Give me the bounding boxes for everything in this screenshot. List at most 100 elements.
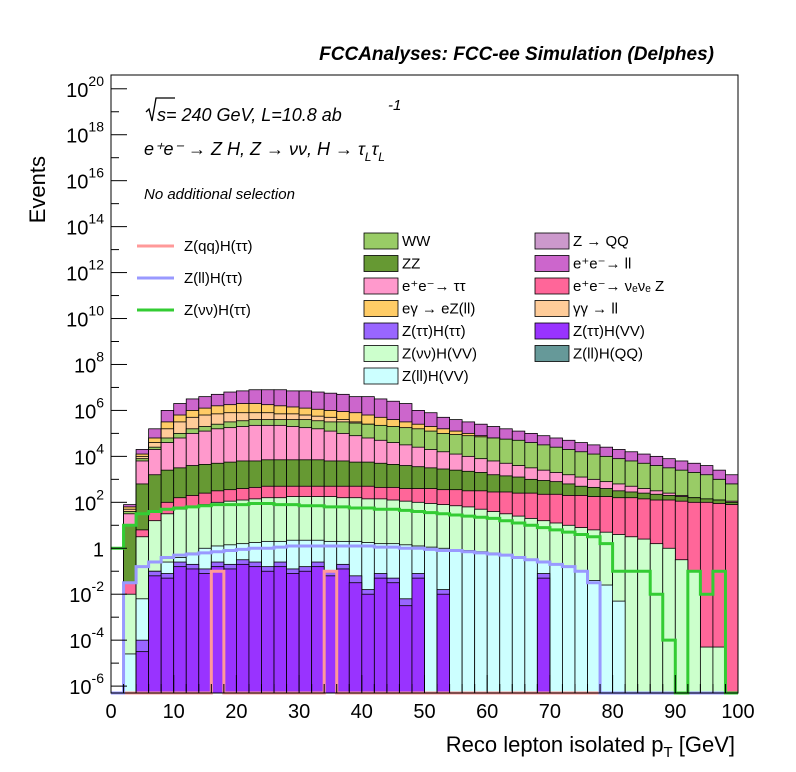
process-text: e⁺e⁻ → Z H, Z → νν, H → τ [144,139,366,159]
y-tick-label: 1020 [66,73,104,102]
bar [562,566,576,694]
selection-note: No additional selection [144,186,295,203]
legend-swatch [363,367,399,385]
x-axis-unit: [GeV] [679,732,735,757]
legend-swatch [363,300,399,317]
x-tick-label: 0 [105,701,116,723]
bar [135,651,150,694]
bar [587,580,601,694]
x-tick-label: 10 [163,701,185,723]
bar [536,577,551,694]
legend-swatch [363,345,399,362]
y-tick-label: 10-4 [69,624,104,653]
bar [474,551,488,694]
legend-swatch [534,277,570,295]
legend-swatch [534,322,570,340]
legend-label: Z(ll)H(QQ) [573,346,643,363]
y-tick-label: 1 [93,539,104,561]
bar [210,566,225,694]
x-axis-subscript: T [663,744,672,761]
y-tick-label: 1016 [66,165,104,194]
bar [336,568,350,694]
x-tick-label: 70 [539,701,561,723]
bar [449,549,463,694]
legend-label: Z(νν)H(VV) [402,346,477,363]
bar [198,573,212,694]
legend-swatch [363,277,399,295]
bar [411,577,425,694]
legend-label: eγ → eZ(ll) [402,301,475,318]
y-tick-label: 104 [74,440,104,469]
bar [612,600,626,694]
bar [674,559,689,694]
annotation-process: e⁺e⁻ → Z H, Z → νν, H → τLτL [144,139,385,164]
legend-label: ZZ [402,256,420,273]
bar [662,547,676,694]
stacked-bars [123,389,739,694]
energy-lumi: = 240 GeV, L=10.8 ab [166,105,342,125]
x-tick-label: 50 [413,701,435,723]
y-tick-label: 10-6 [69,670,104,699]
x-axis-label: Reco lepton isolated p [446,732,664,757]
stack-legend: WW ZZ e⁺e⁻→ ττ eγ → eZ(ll) Z(ττ)H(ττ) Z(νν)H(… [363,232,664,385]
signal-Z(ll)H(ττ) [111,544,738,695]
tau-sub-2: L [378,150,385,164]
tau-sub-1: L [365,150,372,164]
sqrt-s: s [157,105,166,125]
bar [499,554,513,694]
x-tick-label: 40 [351,701,373,723]
bar [361,593,375,694]
bar [574,570,588,694]
legend-swatch [534,232,570,250]
legend-label: Z(ll)H(VV) [402,368,469,385]
bar [273,566,287,694]
legend-label: Z(qq)H(ττ) [184,238,253,255]
y-tick-label: 108 [74,348,104,377]
legend-label: γγ → ll [573,301,618,318]
chart-title: FCCAnalyses: FCC-ee Simulation (Delphes) [319,44,714,65]
series-Z(ττ)H(VV) [135,563,551,694]
bar [599,584,613,694]
y-tick-label: 1012 [66,257,104,286]
x-tick-label: 100 [721,701,754,723]
bar [261,570,275,694]
legend-label: Z(ττ)H(VV) [573,323,645,340]
bar [436,593,450,694]
x-axis-title: Reco lepton isolated pT [GeV] [446,732,735,761]
x-tick-label: 80 [601,701,623,723]
legend-swatch [363,232,399,250]
bar [725,504,739,694]
x-axis-ticks: 0 10 20 30 40 50 60 70 80 90 100 [105,675,755,723]
legend-label: e⁺e⁻→ ττ [402,278,466,295]
legend-swatch [363,255,399,272]
bar [185,568,200,694]
y-tick-label: 10-2 [69,578,104,607]
signal-legend: Z(qq)H(ττ) Z(ll)H(ττ) Z(νν)H(ττ) [137,238,253,319]
legend-swatch [534,300,570,317]
bar [348,582,363,694]
bar [323,575,338,694]
legend-label: Z(νν)H(ττ) [184,302,251,319]
y-tick-label: 1018 [66,119,104,148]
bar [511,557,526,694]
x-tick-label: 90 [664,701,686,723]
bar [699,646,714,694]
x-tick-label: 60 [476,701,498,723]
bar [286,573,300,694]
bar [173,566,187,694]
bar [424,546,438,694]
bar [223,568,237,694]
bar [123,653,137,694]
legend-label: Z → QQ [573,233,629,250]
legend-label: e⁺e⁻→ νₑνₑ Z [573,278,664,295]
bar [311,566,325,694]
bar [248,566,262,694]
y-tick-label: 1010 [66,303,104,332]
legend-label: Z(ll)H(ττ) [184,270,243,287]
bar [624,536,639,694]
y-axis-title: Events [25,156,50,223]
bar [549,563,563,694]
y-tick-label: 1014 [66,211,104,240]
bar [386,582,400,694]
